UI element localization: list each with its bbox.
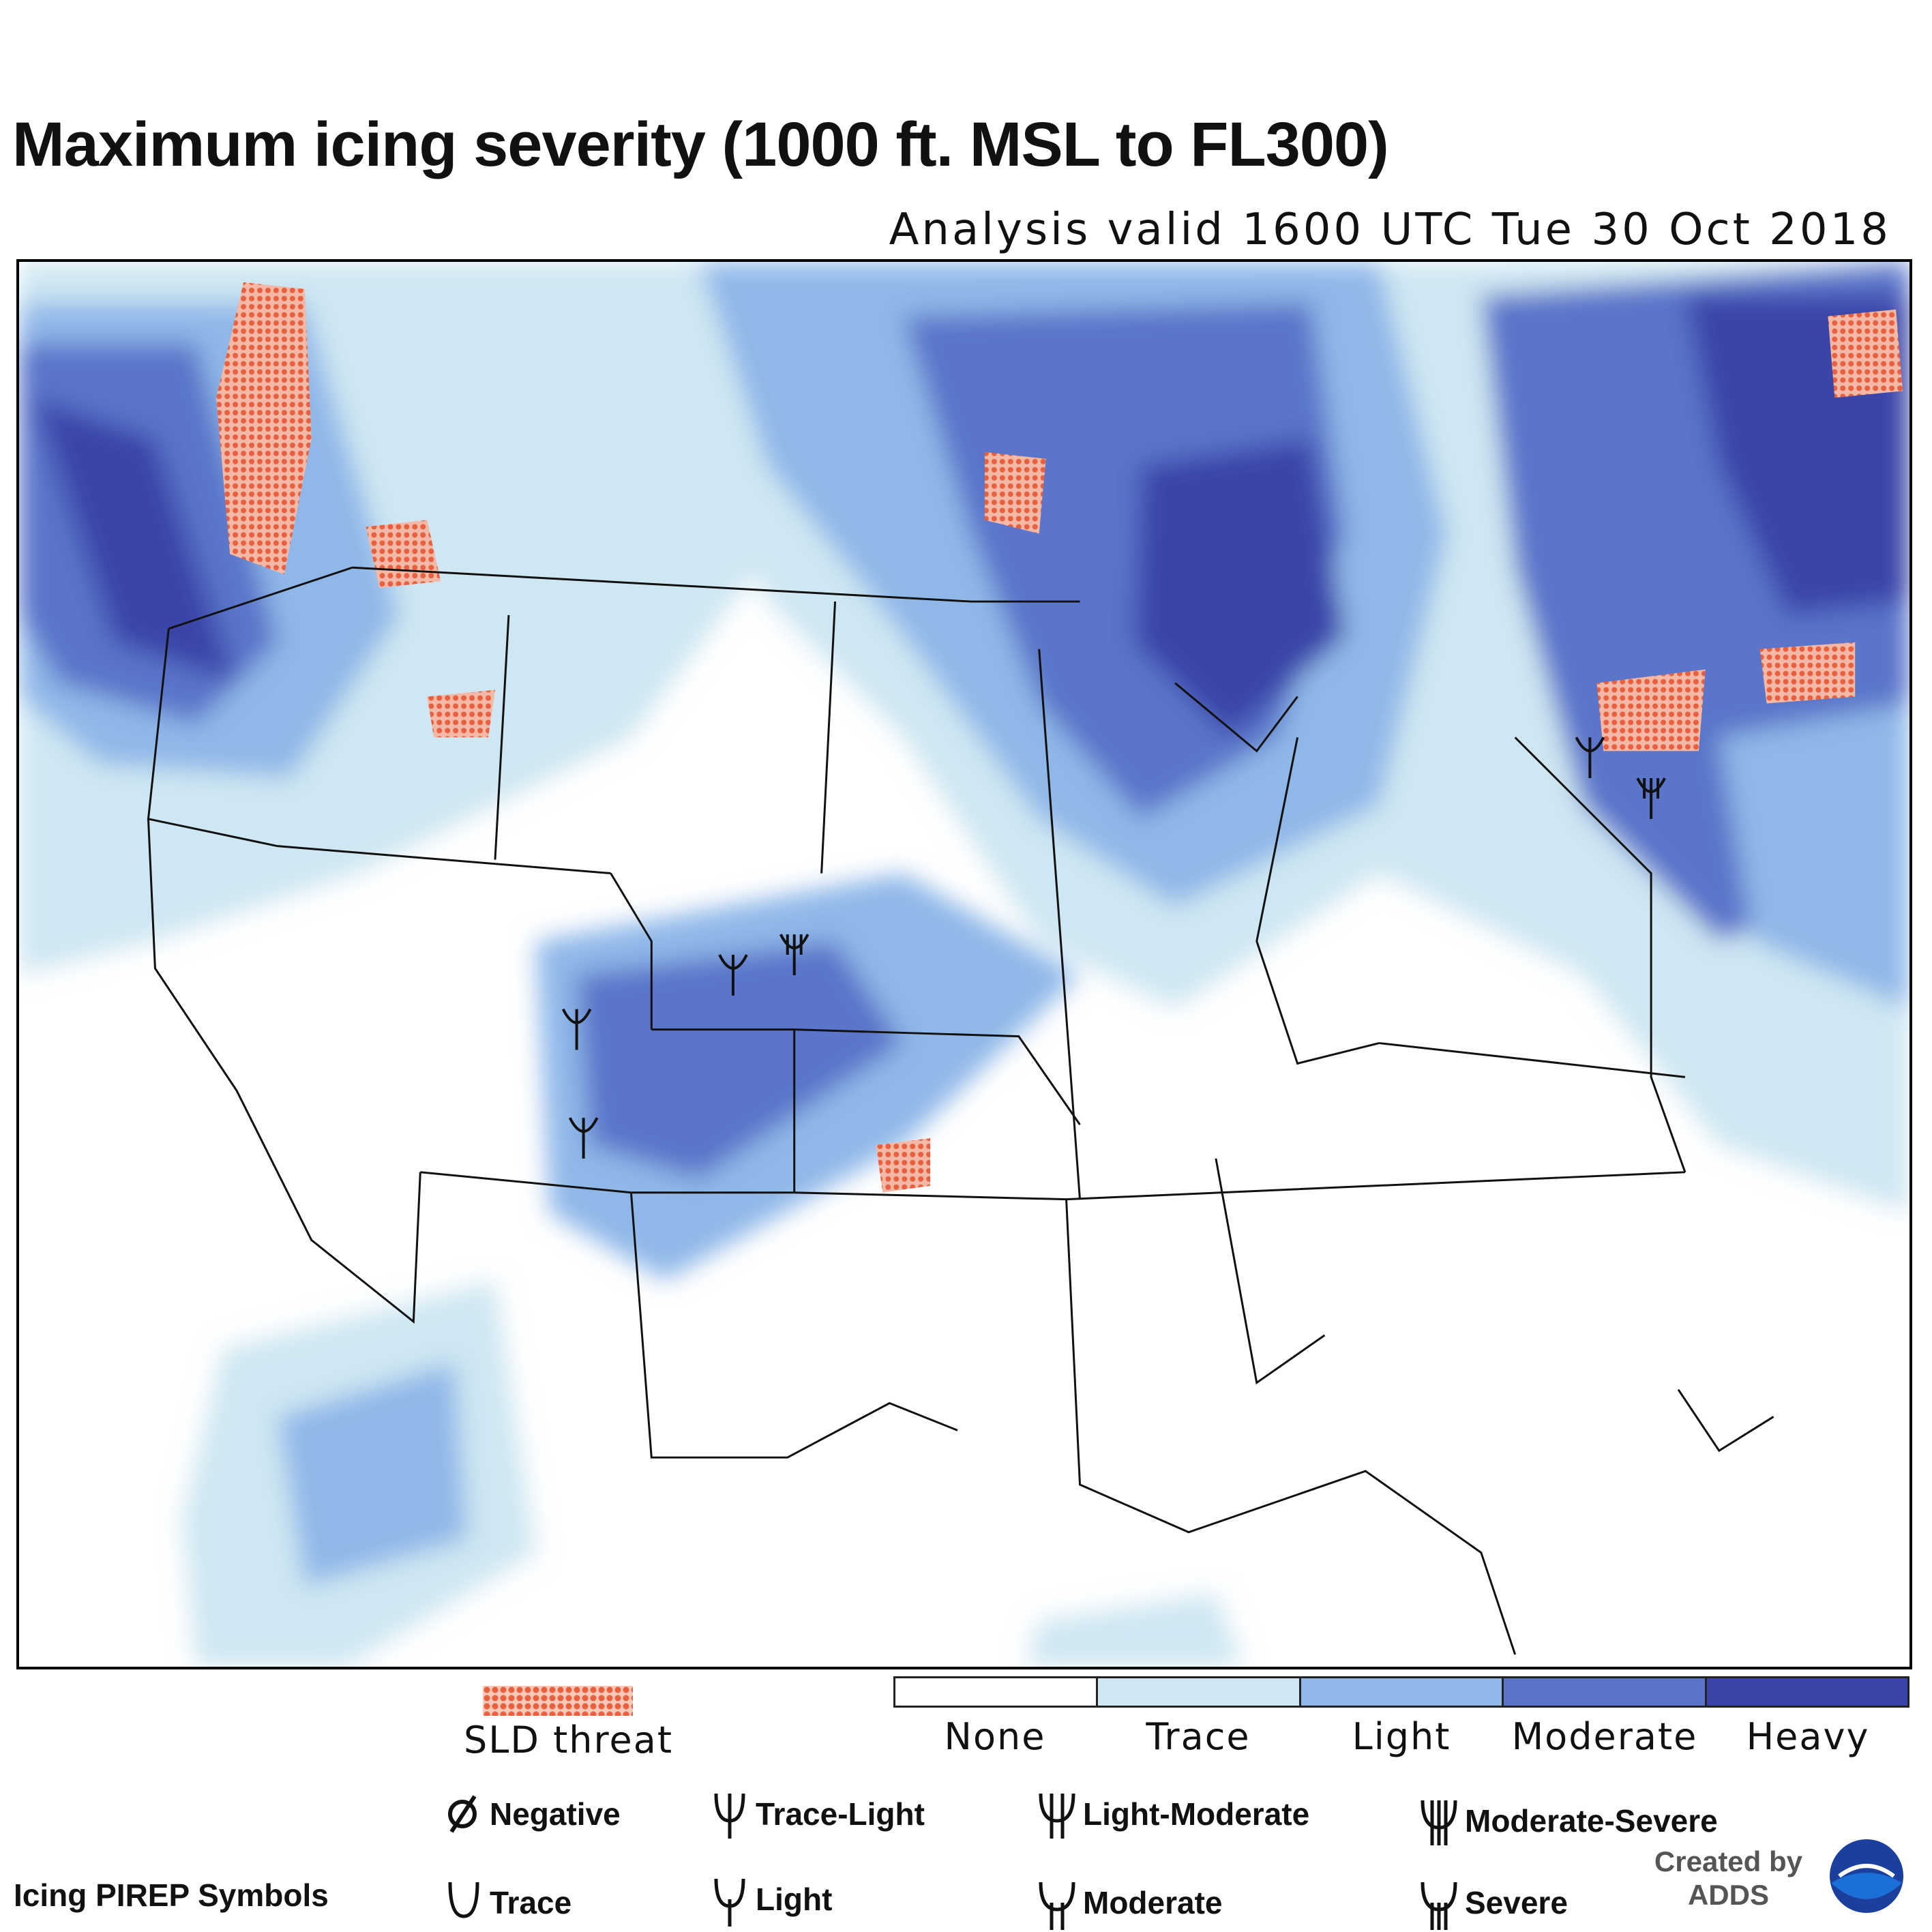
pirep-marker (1636, 777, 1666, 819)
moderate-icon (1039, 1882, 1075, 1930)
severity-labels: None Trace Light Moderate Heavy (893, 1715, 1909, 1758)
severe-icon (1421, 1882, 1457, 1930)
pirep-trace-light: Trace-Light (709, 1787, 925, 1841)
pirep-title: Icing PIREP Symbols (14, 1877, 329, 1913)
pirep-severe: Severe (1418, 1875, 1568, 1930)
severity-label: Trace (1146, 1715, 1251, 1758)
pirep-label: Light-Moderate (1083, 1796, 1310, 1832)
pirep-label: Negative (490, 1796, 621, 1832)
pirep-label: Severe (1465, 1885, 1568, 1920)
swatch-light (1301, 1678, 1504, 1706)
pirep-label: Moderate (1083, 1885, 1223, 1920)
map-canvas (19, 262, 1909, 1667)
noaa-logo-icon (1827, 1837, 1906, 1916)
pirep-label: Trace-Light (756, 1796, 925, 1832)
sld-label: SLD threat (464, 1719, 674, 1762)
pirep-light-moderate: Light-Moderate (1037, 1787, 1309, 1841)
chart-title: Maximum icing severity (1000 ft. MSL to … (12, 110, 1389, 179)
swatch-none (895, 1678, 1099, 1706)
analysis-time: Analysis valid 1600 UTC Tue 30 Oct 2018 (889, 205, 1891, 255)
pirep-label: Light (756, 1882, 833, 1917)
credit-text: Created by ADDS (1654, 1845, 1802, 1912)
light-moderate-icon (1039, 1793, 1075, 1839)
pirep-label: Trace (490, 1885, 572, 1920)
swatch-heavy (1706, 1678, 1908, 1706)
credit-line2: ADDS (1687, 1878, 1769, 1911)
icing-map (16, 259, 1912, 1669)
pirep-markers (561, 737, 1666, 1159)
pirep-trace: Trace (443, 1875, 571, 1930)
severity-label: Moderate (1511, 1715, 1698, 1758)
credit-line1: Created by (1654, 1845, 1802, 1878)
negative-icon (448, 1795, 477, 1833)
swatch-trace (1098, 1678, 1301, 1706)
pirep-marker (779, 934, 809, 975)
pirep-moderate: Moderate (1037, 1875, 1222, 1930)
pirep-marker (568, 1117, 599, 1159)
moderate-severe-icon (1421, 1800, 1457, 1845)
trace-icon (448, 1882, 479, 1918)
boundaries (147, 566, 1774, 1655)
sld-areas (216, 282, 1903, 1193)
pirep-label: Moderate-Severe (1465, 1803, 1718, 1839)
pirep-light: Light (709, 1872, 832, 1927)
severity-label: None (944, 1715, 1046, 1758)
severity-label: Heavy (1746, 1715, 1870, 1758)
severity-label: Light (1352, 1715, 1451, 1758)
pirep-marker (1575, 737, 1605, 779)
trace-light-icon (714, 1793, 745, 1839)
sld-swatch (483, 1686, 633, 1716)
pirep-moderate-severe: Moderate-Severe (1418, 1794, 1718, 1848)
swatch-moderate (1504, 1678, 1707, 1706)
light-icon (714, 1878, 745, 1927)
pirep-marker (561, 1008, 592, 1050)
severity-scale (893, 1676, 1909, 1708)
pirep-marker (718, 954, 748, 996)
pirep-negative: Negative (443, 1787, 621, 1841)
